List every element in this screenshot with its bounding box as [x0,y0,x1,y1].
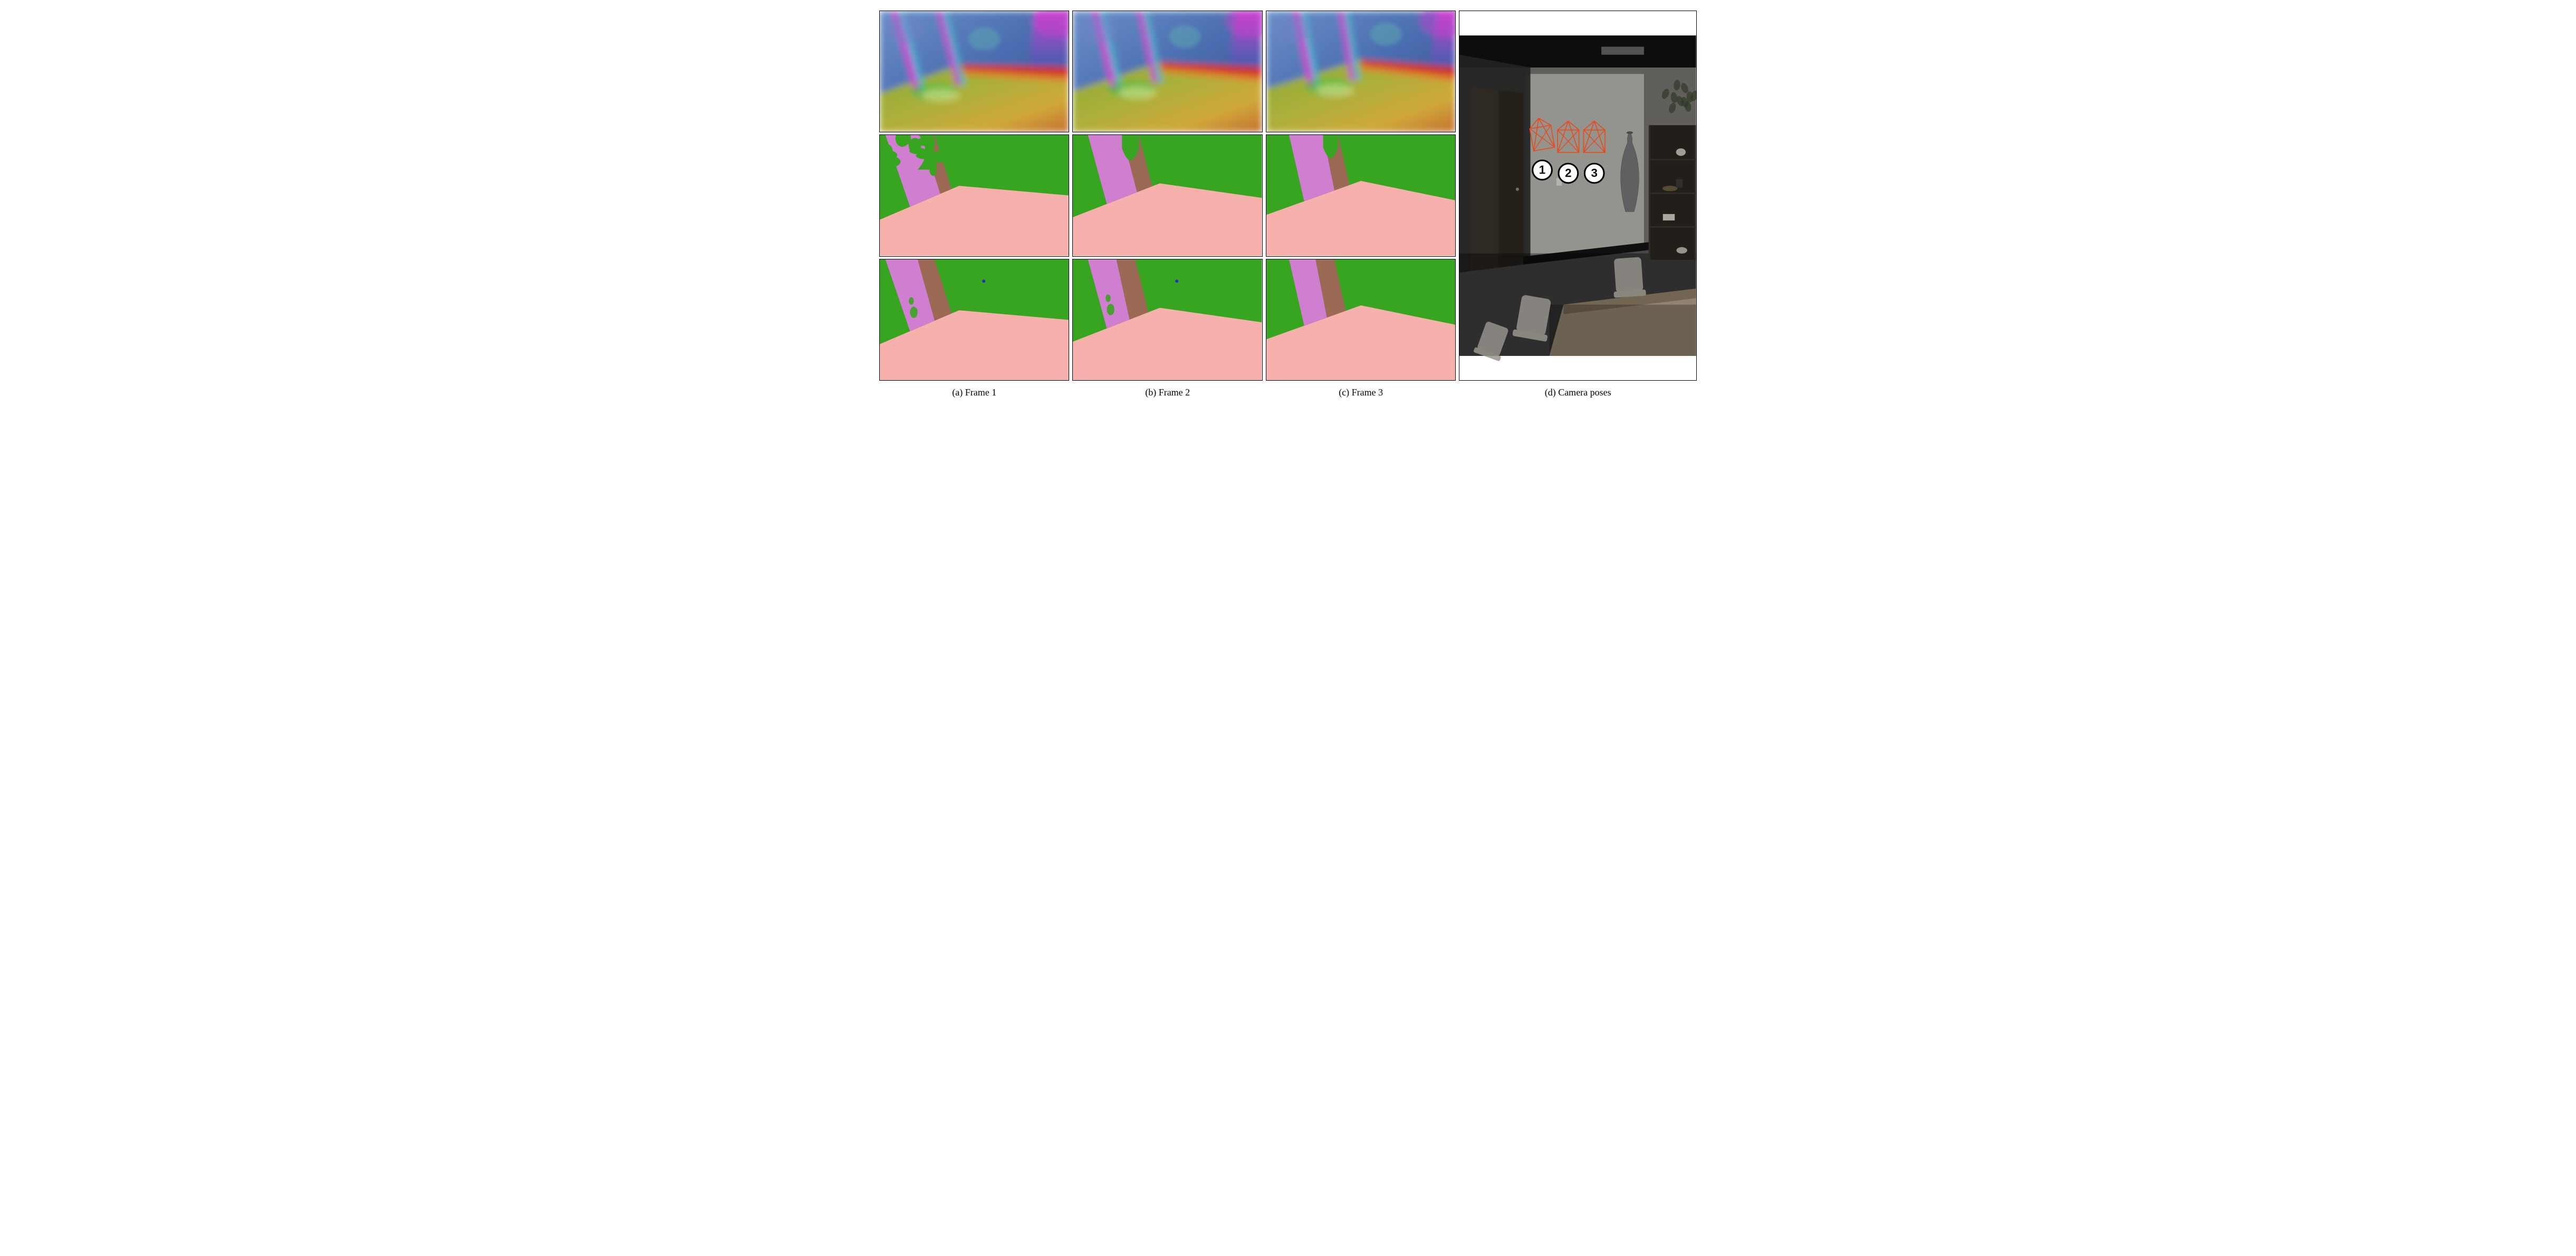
panel-feature-1 [879,11,1069,132]
svg-text:3: 3 [1591,167,1598,180]
svg-text:2: 2 [1565,167,1572,180]
panel-feature-2 [1072,11,1262,132]
panel-seg-mid-2 [1072,134,1262,256]
figure: (a) Frame 1 (b) Frame 2 (c) Frame 3 1 2 3 … [879,11,1697,398]
caption-c: (c) Frame 3 [1266,387,1456,398]
svg-text:1: 1 [1539,163,1545,176]
panel-seg-bot-3 [1266,259,1456,381]
caption-a: (a) Frame 1 [879,387,1069,398]
panel-room-scene: 1 2 3 [1459,11,1697,381]
column-frame-1: (a) Frame 1 [879,11,1069,398]
panel-seg-mid-1 [879,134,1069,256]
column-frame-3: (c) Frame 3 [1266,11,1456,398]
panel-seg-mid-3 [1266,134,1456,256]
column-camera-poses: 1 2 3 (d) Camera poses [1459,11,1697,398]
caption-b: (b) Frame 2 [1072,387,1262,398]
panel-seg-bot-1 [879,259,1069,381]
panel-feature-3 [1266,11,1456,132]
column-frame-2: (b) Frame 2 [1072,11,1262,398]
caption-d: (d) Camera poses [1459,387,1697,398]
panel-seg-bot-2 [1072,259,1262,381]
